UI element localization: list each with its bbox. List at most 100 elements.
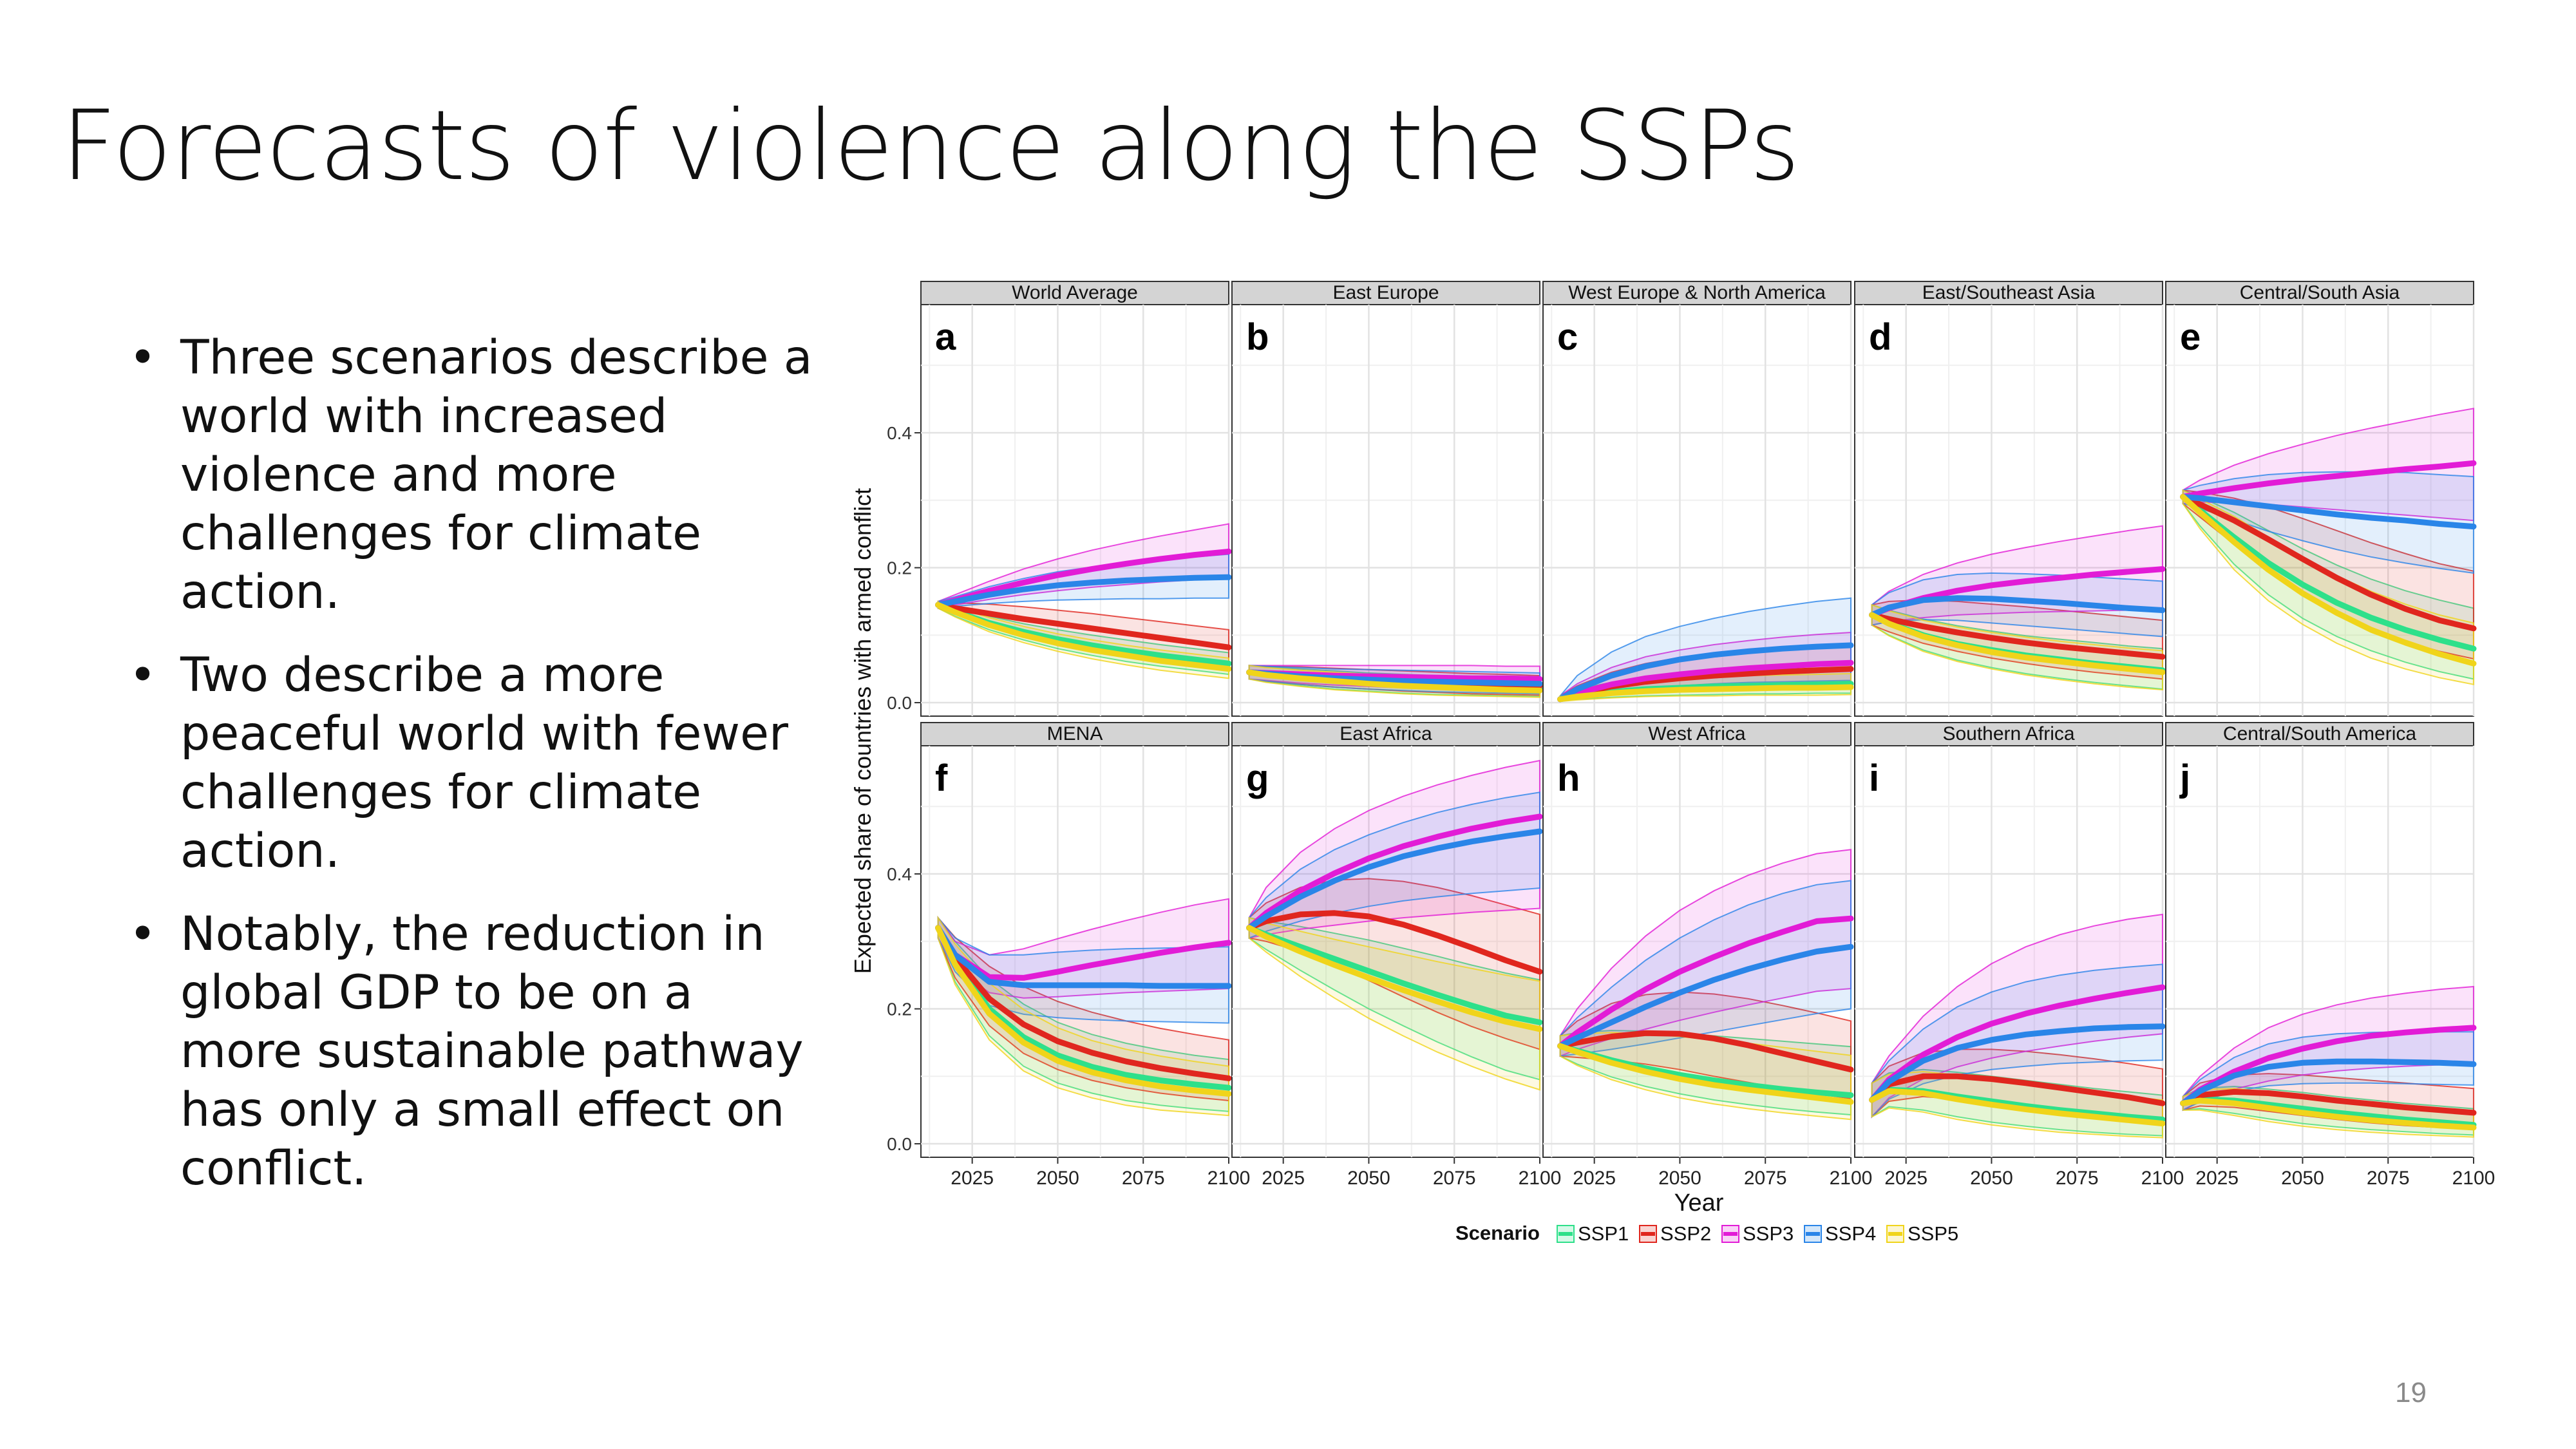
y-tick-label: 0.2 [887,999,912,1019]
series-line [1869,984,2166,1103]
series-line [935,574,1232,608]
y-tick-label: 0.2 [887,558,912,578]
facet-title: MENA [1047,723,1103,744]
facet-strip [1231,281,1540,305]
series-line [2180,1088,2477,1116]
facet-title: East Africa [1340,723,1432,744]
series-line [1869,612,2166,660]
series-line [1869,595,2166,618]
slide-title: Forecasts of violence along the SSPs [61,90,1800,202]
series-line [2180,494,2477,632]
facet-strip [1542,722,1852,746]
facet-panel: East/Southeast Asia d [1854,281,2166,717]
x-tick-label: 2025 [2195,1168,2239,1189]
series-line [1557,659,1854,703]
series-line [1869,1023,2166,1103]
x-tick-label: 2050 [1970,1168,2013,1189]
series-line [1557,642,1854,703]
facet-title: World Average [1012,282,1138,303]
x-tick-label: 2100 [2452,1168,2496,1189]
bullet-list: Three scenarios describe a world with in… [122,328,818,1222]
legend-label: SSP3 [1743,1222,1794,1245]
series-line [2180,494,2477,667]
facet-title: East Europe [1332,282,1439,303]
bullet-item: Two describe a more peaceful world with … [122,646,818,880]
series-line [935,601,1232,672]
y-tick-label: 0.4 [887,423,912,443]
series-line [2180,460,2477,500]
x-tick-label: 2075 [1744,1168,1787,1189]
x-tick-label: 2050 [1658,1168,1701,1189]
panel-letter: g [1246,757,1269,799]
facet-strip [1854,281,2163,305]
facet-title: West Europe & North America [1568,282,1826,303]
y-tick-label: 0.0 [887,1134,912,1154]
legend-label: SSP5 [1908,1222,1958,1245]
x-tick-label: 2100 [1519,1168,1562,1189]
panel-letter: i [1869,757,1879,799]
x-tick-label: 2075 [1433,1168,1476,1189]
panel-letter: c [1557,316,1578,358]
confidence-band [1871,603,2163,691]
x-tick-label: 2025 [1573,1168,1616,1189]
bullet-item: Notably, the reduction in global GDP to … [122,905,818,1198]
facet-strip [920,281,1229,305]
x-tick-label: 2025 [1884,1168,1927,1189]
series-line [1557,943,1854,1049]
panel-letter: e [2180,316,2201,358]
facet-title: Central/South Asia [2240,282,2400,303]
x-tick-label: 2100 [1830,1168,1873,1189]
facet-panel: Southern Africa i 2025 2050 2075 2100 [1854,722,2184,1189]
x-tick-label: 2100 [2141,1168,2184,1189]
panel-letter: a [935,316,956,358]
series-line [1557,1030,1854,1073]
facet-strip [1231,722,1540,746]
panel-letter: f [935,757,948,799]
legend-title: Scenario [1455,1222,1540,1244]
series-line [1869,612,2166,676]
facet-panel: West Africa h 2025 2050 2075 2100 [1542,722,1873,1189]
y-axis-title: Expected share of countries with armed c… [849,488,876,974]
panel-background [1231,304,1540,717]
panel-letter: h [1557,757,1580,799]
legend-label: SSP4 [1825,1222,1876,1245]
x-tick-label: 2050 [1036,1168,1079,1189]
x-tick-label: 2025 [1262,1168,1305,1189]
series-line [2180,494,2477,530]
x-axis-title: Year [1674,1189,1724,1217]
series-line [1869,1088,2166,1127]
x-tick-label: 2050 [1347,1168,1390,1189]
x-tick-label: 2075 [2367,1168,2410,1189]
panel-letter: j [2179,757,2190,799]
series-line [1246,828,1543,931]
bullet-item: Three scenarios describe a world with in… [122,328,818,621]
series-line [935,601,1232,650]
facet-strip [1542,281,1852,305]
facet-panel: East Europe b [1231,281,1543,717]
facet-panel: Central/South America j 2025 2050 2075 2100 [2165,722,2496,1189]
legend: Scenario SSP1 SSP2 SSP3 SSP4 SSP5 [1455,1222,1958,1245]
y-tick-label: 0.0 [887,693,912,713]
series-line [2180,1058,2477,1106]
series-line [1246,925,1543,1025]
facet-strip [2165,281,2474,305]
series-line [935,925,1232,989]
series-line [1246,813,1543,931]
series-line [1246,925,1543,1032]
series-line [1557,684,1854,703]
x-tick-label: 2025 [951,1168,994,1189]
legend-label: SSP2 [1660,1222,1711,1245]
x-tick-label: 2100 [1208,1168,1251,1189]
series-line [1246,669,1543,694]
series-line [1246,910,1543,975]
series-line [935,925,1232,1097]
legend-label: SSP1 [1578,1222,1629,1245]
panel-letter: d [1869,316,1891,358]
facet-panel: East Africa g 2025 2050 2075 2100 [1231,722,1562,1189]
facet-title: West Africa [1648,723,1745,744]
y-tick-label: 0.4 [887,864,912,884]
facet-strip [920,722,1229,746]
facet-panel: Central/South Asia e [2165,281,2477,717]
series-line [1557,1043,1854,1105]
